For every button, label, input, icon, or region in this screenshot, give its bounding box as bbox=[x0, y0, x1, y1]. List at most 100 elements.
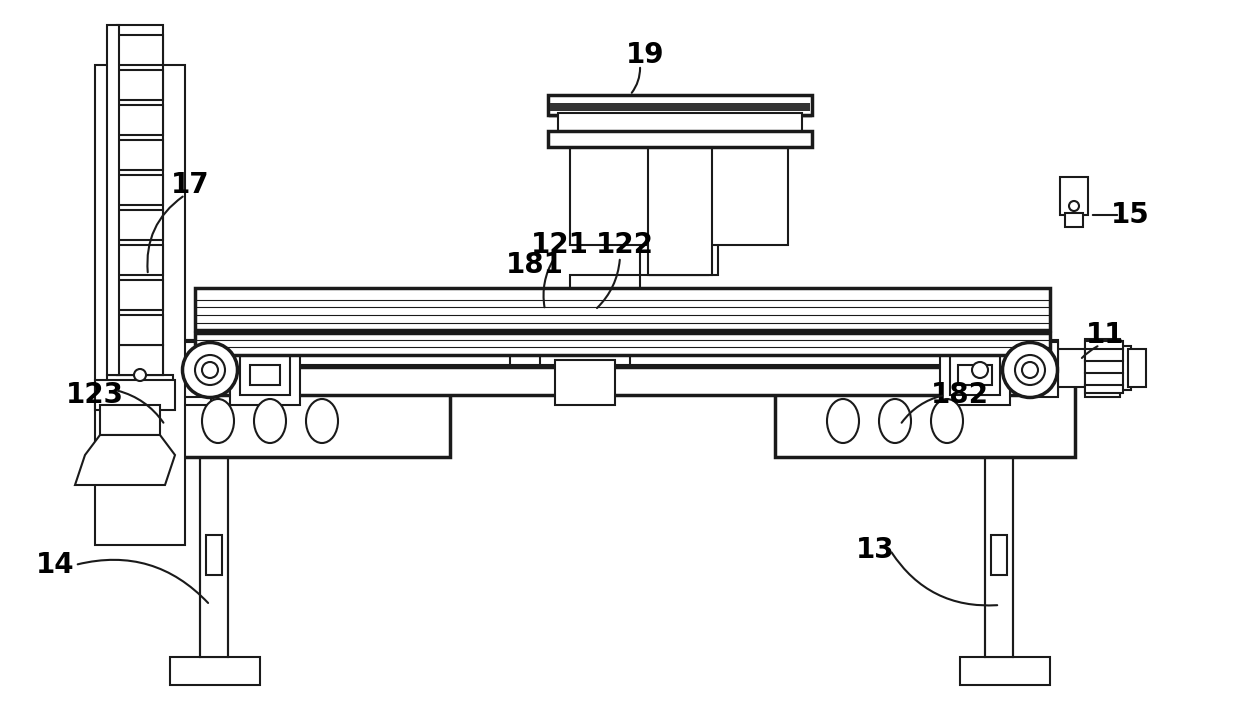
Bar bbox=[1115, 346, 1131, 390]
Bar bbox=[650, 245, 708, 275]
Ellipse shape bbox=[879, 399, 911, 443]
Bar bbox=[229, 335, 300, 405]
Text: 122: 122 bbox=[596, 231, 653, 259]
Text: 17: 17 bbox=[171, 171, 210, 199]
Bar bbox=[649, 113, 712, 275]
Bar bbox=[510, 325, 560, 365]
Bar bbox=[1030, 340, 1058, 395]
Circle shape bbox=[1022, 362, 1038, 378]
Bar bbox=[117, 280, 162, 310]
Ellipse shape bbox=[1002, 343, 1058, 398]
Text: 181: 181 bbox=[506, 251, 564, 279]
Bar bbox=[1128, 349, 1146, 387]
Bar bbox=[195, 288, 1050, 330]
Circle shape bbox=[1069, 201, 1079, 211]
Bar bbox=[184, 342, 203, 397]
Bar bbox=[640, 127, 718, 275]
Bar bbox=[960, 657, 1050, 685]
Bar bbox=[117, 315, 162, 345]
Bar bbox=[985, 457, 1013, 657]
Bar bbox=[556, 360, 615, 405]
Bar bbox=[200, 305, 1040, 335]
Bar bbox=[95, 65, 185, 545]
Text: 13: 13 bbox=[856, 536, 894, 564]
Ellipse shape bbox=[1016, 355, 1045, 385]
Polygon shape bbox=[74, 435, 175, 485]
Bar bbox=[250, 365, 280, 385]
Bar bbox=[558, 113, 802, 133]
Bar bbox=[117, 210, 162, 240]
Ellipse shape bbox=[306, 399, 339, 443]
Bar bbox=[959, 365, 992, 385]
Ellipse shape bbox=[254, 399, 286, 443]
Bar bbox=[107, 25, 119, 375]
Ellipse shape bbox=[827, 399, 859, 443]
Bar bbox=[170, 657, 260, 685]
Bar bbox=[1085, 339, 1120, 397]
Text: 15: 15 bbox=[1111, 201, 1149, 229]
Bar bbox=[950, 345, 999, 395]
Bar bbox=[117, 25, 162, 375]
Bar bbox=[1085, 341, 1123, 393]
Bar bbox=[940, 320, 1016, 350]
Bar bbox=[117, 35, 162, 65]
Bar bbox=[551, 103, 810, 110]
Text: 123: 123 bbox=[66, 381, 124, 409]
Bar bbox=[200, 457, 228, 657]
Text: 182: 182 bbox=[931, 381, 990, 409]
Bar bbox=[1038, 342, 1058, 397]
Bar bbox=[115, 350, 126, 390]
Bar bbox=[195, 333, 1050, 355]
Bar bbox=[200, 350, 1040, 365]
Bar bbox=[539, 320, 575, 345]
Bar bbox=[539, 325, 630, 365]
Bar bbox=[565, 295, 645, 325]
Bar bbox=[155, 349, 184, 387]
Circle shape bbox=[134, 369, 146, 381]
Ellipse shape bbox=[202, 399, 234, 443]
Bar bbox=[200, 330, 1040, 350]
Bar bbox=[551, 97, 810, 115]
Bar bbox=[548, 131, 812, 147]
Bar bbox=[117, 70, 162, 100]
Text: 121: 121 bbox=[531, 231, 589, 259]
Bar bbox=[775, 385, 1075, 457]
Bar bbox=[107, 375, 174, 395]
Bar bbox=[100, 405, 160, 435]
Bar bbox=[150, 385, 450, 457]
Bar bbox=[95, 380, 175, 410]
Circle shape bbox=[202, 362, 218, 378]
Text: 14: 14 bbox=[36, 551, 74, 579]
Bar bbox=[1060, 177, 1087, 215]
Text: 11: 11 bbox=[1086, 321, 1125, 349]
Bar bbox=[1058, 349, 1086, 387]
Bar bbox=[117, 175, 162, 205]
Circle shape bbox=[972, 362, 988, 378]
Bar bbox=[1065, 213, 1083, 227]
Ellipse shape bbox=[182, 343, 238, 398]
Bar bbox=[117, 245, 162, 275]
Bar bbox=[184, 340, 211, 395]
Bar bbox=[539, 290, 640, 325]
Bar bbox=[560, 112, 799, 130]
Bar bbox=[117, 345, 162, 375]
Bar bbox=[184, 340, 211, 405]
Bar bbox=[206, 535, 222, 575]
Ellipse shape bbox=[931, 399, 963, 443]
Bar bbox=[241, 345, 290, 395]
Bar bbox=[117, 105, 162, 135]
Ellipse shape bbox=[195, 355, 224, 385]
Bar bbox=[100, 355, 118, 385]
Bar bbox=[200, 367, 1040, 395]
Text: 19: 19 bbox=[626, 41, 665, 69]
Bar bbox=[570, 275, 640, 295]
Bar bbox=[200, 290, 1040, 350]
Bar bbox=[229, 320, 305, 350]
Bar bbox=[991, 535, 1007, 575]
Bar bbox=[117, 140, 162, 170]
Bar bbox=[551, 103, 810, 111]
Bar bbox=[940, 335, 1011, 405]
Bar bbox=[120, 338, 157, 400]
Bar bbox=[570, 127, 787, 245]
Bar bbox=[548, 95, 812, 115]
